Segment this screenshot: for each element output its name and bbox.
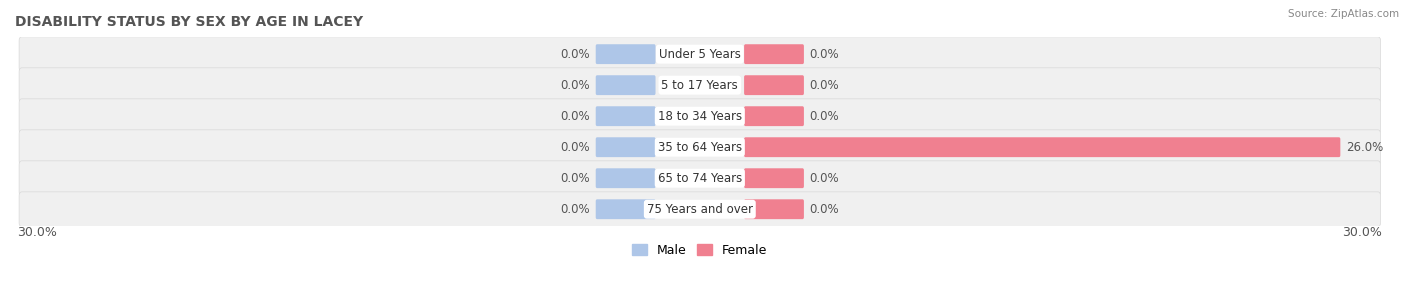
Text: 65 to 74 Years: 65 to 74 Years [658,172,742,185]
Text: 5 to 17 Years: 5 to 17 Years [661,79,738,92]
Text: 0.0%: 0.0% [561,172,591,185]
FancyBboxPatch shape [20,99,1381,134]
Text: 0.0%: 0.0% [810,79,839,92]
FancyBboxPatch shape [744,75,804,95]
Text: DISABILITY STATUS BY SEX BY AGE IN LACEY: DISABILITY STATUS BY SEX BY AGE IN LACEY [15,15,363,29]
FancyBboxPatch shape [596,137,655,157]
Legend: Male, Female: Male, Female [627,239,772,262]
FancyBboxPatch shape [20,192,1381,227]
Text: 18 to 34 Years: 18 to 34 Years [658,110,742,123]
Text: 0.0%: 0.0% [561,203,591,216]
FancyBboxPatch shape [596,168,655,188]
Text: 30.0%: 30.0% [17,226,58,239]
FancyBboxPatch shape [596,106,655,126]
FancyBboxPatch shape [744,199,804,219]
Text: 0.0%: 0.0% [810,172,839,185]
Text: 0.0%: 0.0% [561,48,591,61]
FancyBboxPatch shape [744,106,804,126]
Text: 0.0%: 0.0% [810,110,839,123]
FancyBboxPatch shape [596,44,655,64]
Text: 0.0%: 0.0% [810,203,839,216]
Text: Source: ZipAtlas.com: Source: ZipAtlas.com [1288,9,1399,19]
FancyBboxPatch shape [20,161,1381,196]
FancyBboxPatch shape [744,137,1340,157]
FancyBboxPatch shape [20,37,1381,72]
Text: 75 Years and over: 75 Years and over [647,203,752,216]
Text: 26.0%: 26.0% [1346,141,1384,154]
FancyBboxPatch shape [596,75,655,95]
Text: Under 5 Years: Under 5 Years [659,48,741,61]
FancyBboxPatch shape [20,130,1381,165]
Text: 0.0%: 0.0% [810,48,839,61]
Text: 0.0%: 0.0% [561,110,591,123]
Text: 0.0%: 0.0% [561,79,591,92]
Text: 30.0%: 30.0% [1343,226,1382,239]
Text: 0.0%: 0.0% [561,141,591,154]
FancyBboxPatch shape [596,199,655,219]
FancyBboxPatch shape [744,168,804,188]
FancyBboxPatch shape [744,44,804,64]
FancyBboxPatch shape [20,68,1381,102]
Text: 35 to 64 Years: 35 to 64 Years [658,141,742,154]
